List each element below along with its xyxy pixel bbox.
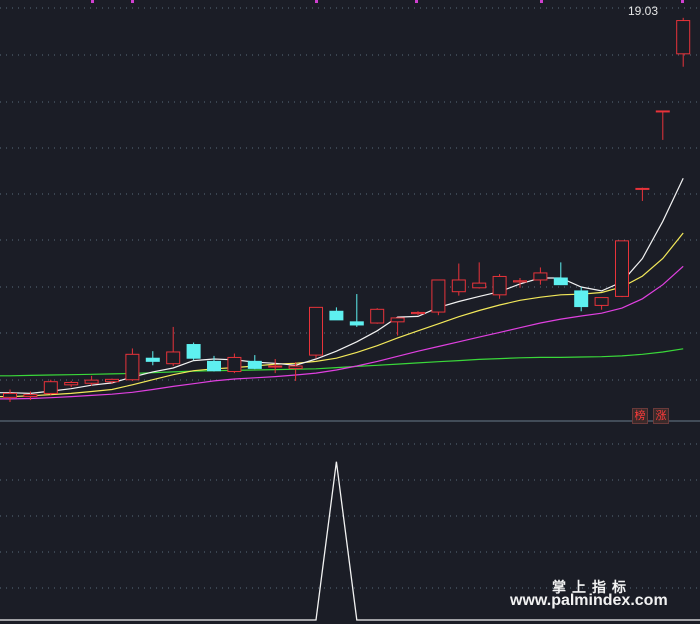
ma10-line: [0, 232, 684, 398]
candle-body-22: [451, 279, 466, 293]
candle-18: [370, 308, 385, 324]
candle-20: [411, 311, 425, 316]
candle-body-9: [186, 344, 201, 359]
candle-31: [635, 187, 650, 201]
top-marker-1: [131, 0, 134, 3]
indicator-polyline: [0, 461, 700, 621]
candle-body-32: [655, 110, 670, 113]
last-price-label: 19.03: [628, 4, 659, 18]
candle-body-17: [349, 321, 364, 326]
candle-body-25: [513, 280, 527, 283]
candle-8: [166, 326, 181, 367]
candle-16: [329, 307, 344, 321]
candle-29: [594, 297, 609, 310]
candle-23: [472, 262, 487, 289]
watermark-url: www.palmindex.com: [510, 592, 668, 609]
candle-body-16: [329, 310, 344, 321]
candle-body-29: [594, 297, 609, 306]
candle-body-0: [3, 392, 17, 398]
candle-body-10: [207, 360, 221, 372]
candle-15: [309, 306, 323, 359]
candle-body-28: [574, 290, 589, 308]
candle-33: [676, 17, 691, 67]
candle-11: [227, 353, 242, 374]
rank-badge[interactable]: 榜: [632, 408, 648, 424]
candle-body-27: [553, 277, 568, 286]
candle-2: [43, 379, 58, 396]
candle-5: [105, 378, 119, 385]
candle-9: [186, 342, 201, 361]
ma20-line: [0, 265, 684, 400]
candle-0: [3, 389, 17, 403]
candle-26: [533, 267, 548, 285]
candle-body-6: [125, 353, 140, 381]
candle-3: [64, 380, 79, 388]
candle-body-18: [370, 308, 385, 324]
candle-1: [23, 391, 38, 401]
candle-body-23: [472, 282, 487, 289]
candle-body-19: [390, 317, 405, 323]
top-markers: [91, 0, 684, 3]
watermark-title: 掌上指标: [552, 580, 632, 596]
candle-32: [655, 110, 670, 140]
top-marker-0: [91, 0, 94, 3]
candle-27: [553, 262, 568, 286]
candle-10: [207, 355, 221, 372]
candle-30: [615, 240, 629, 298]
candle-body-7: [145, 357, 160, 362]
top-marker-3: [415, 0, 418, 3]
candle-4: [84, 375, 99, 386]
candle-body-5: [105, 378, 119, 383]
candle-body-11: [227, 356, 242, 373]
candle-body-26: [533, 272, 548, 281]
candle-28: [574, 287, 589, 312]
candle-6: [125, 348, 140, 381]
candle-19: [390, 317, 405, 336]
candle-body-21: [431, 279, 446, 313]
indicator-line: [0, 461, 700, 621]
candle-14: [288, 362, 303, 381]
candle-body-1: [23, 394, 38, 398]
candle-body-13: [268, 365, 283, 368]
top-marker-2: [315, 0, 318, 3]
candle-25: [513, 278, 527, 288]
candle-24: [492, 274, 507, 299]
candle-12: [247, 355, 262, 370]
candlesticks: [3, 17, 691, 403]
candle-body-2: [43, 381, 58, 394]
candle-7: [145, 351, 160, 366]
candle-body-3: [64, 381, 79, 386]
candle-body-31: [635, 187, 650, 190]
candle-body-8: [166, 351, 181, 365]
candle-body-24: [492, 275, 507, 296]
rise-badge[interactable]: 涨: [653, 408, 669, 424]
candle-body-33: [676, 20, 691, 55]
top-marker-4: [540, 0, 543, 3]
candle-21: [431, 279, 446, 316]
candle-body-15: [309, 306, 323, 356]
candle-22: [451, 263, 466, 296]
candle-13: [268, 359, 283, 374]
ma60-line: [0, 348, 684, 377]
candle-17: [349, 294, 364, 327]
ma5-line: [0, 177, 684, 395]
top-marker-5: [681, 0, 684, 3]
candle-body-12: [247, 360, 262, 369]
candle-body-20: [411, 311, 425, 315]
candle-body-14: [288, 365, 303, 369]
price-grid: [0, 7, 700, 422]
candle-body-4: [84, 379, 99, 384]
candle-body-30: [615, 240, 629, 297]
